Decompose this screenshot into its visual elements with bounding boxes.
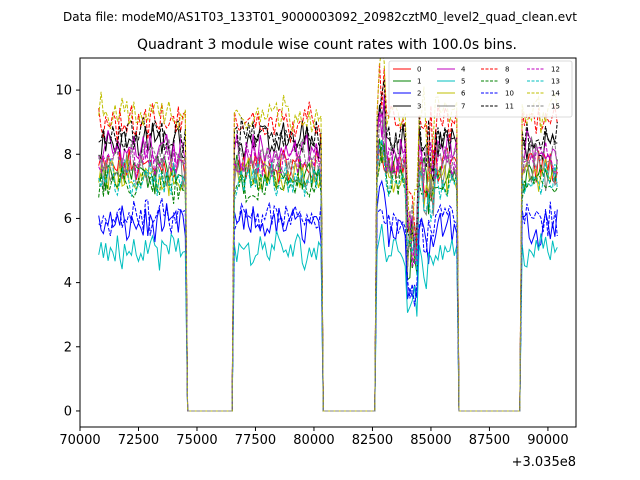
y-tick-label: 2 bbox=[64, 340, 72, 355]
legend-label-4: 4 bbox=[461, 66, 466, 74]
legend-label-1: 1 bbox=[417, 78, 421, 86]
y-tick-label: 4 bbox=[64, 276, 72, 291]
legend-box bbox=[388, 60, 573, 118]
y-tick-label: 10 bbox=[55, 84, 72, 99]
series-line-10 bbox=[98, 198, 558, 412]
legend-label-9: 9 bbox=[505, 78, 509, 86]
series-line-4 bbox=[98, 93, 558, 412]
x-tick-label: 85000 bbox=[410, 433, 451, 448]
legend-label-8: 8 bbox=[505, 66, 509, 74]
y-tick-label: 8 bbox=[64, 148, 72, 163]
legend-label-0: 0 bbox=[417, 66, 421, 74]
series-line-6 bbox=[98, 151, 558, 412]
legend-label-12: 12 bbox=[551, 66, 560, 74]
series-line-12 bbox=[98, 113, 558, 412]
legend-label-14: 14 bbox=[551, 90, 560, 98]
plot-area-frame bbox=[79, 57, 577, 428]
series-line-7 bbox=[98, 116, 558, 412]
y-tick-label: 0 bbox=[64, 404, 72, 419]
y-tick-label: 6 bbox=[64, 212, 72, 227]
chart-suptitle: Data file: modeM0/AS1T03_133T01_90000030… bbox=[63, 10, 577, 24]
x-tick-label: 82500 bbox=[352, 433, 393, 448]
x-axis: 70000 72500 75000 77500 80000 82500 85000 87500… bbox=[59, 427, 569, 448]
legend-label-3: 3 bbox=[417, 103, 421, 111]
x-tick-label: 70000 bbox=[59, 433, 100, 448]
legend-label-11: 11 bbox=[505, 103, 514, 111]
series-line-11 bbox=[98, 79, 558, 412]
series-layer bbox=[98, 58, 558, 412]
x-tick-label: 80000 bbox=[293, 433, 334, 448]
x-tick-label: 87500 bbox=[469, 433, 510, 448]
legend-label-13: 13 bbox=[551, 78, 560, 86]
legend-label-6: 6 bbox=[461, 90, 466, 98]
x-axis-offset-label: +3.035e8 bbox=[512, 455, 576, 470]
legend-label-7: 7 bbox=[461, 103, 465, 111]
x-tick-label: 90000 bbox=[527, 433, 568, 448]
legend-label-2: 2 bbox=[417, 90, 421, 98]
x-tick-label: 72500 bbox=[118, 433, 159, 448]
x-tick-label: 75000 bbox=[176, 433, 217, 448]
series-line-5 bbox=[98, 224, 558, 412]
series-line-15 bbox=[98, 119, 558, 412]
legend-label-15: 15 bbox=[551, 103, 560, 111]
legend-label-10: 10 bbox=[505, 90, 514, 98]
series-line-3 bbox=[98, 104, 558, 412]
y-axis: 0 2 4 6 8 10 bbox=[55, 84, 80, 419]
chart-title: Quadrant 3 module wise count rates with … bbox=[137, 37, 517, 53]
legend-label-5: 5 bbox=[461, 78, 465, 86]
x-tick-label: 77500 bbox=[235, 433, 276, 448]
